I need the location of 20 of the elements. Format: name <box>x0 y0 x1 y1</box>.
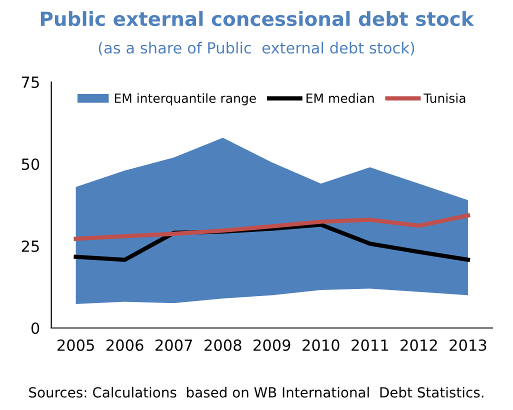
chart-subtitle: (as a share of Public external debt stock) <box>98 42 414 56</box>
x-tick-label: 2010 <box>302 339 340 351</box>
y-tick-label: 25 <box>22 240 39 252</box>
legend-label: EM interquantile range <box>114 93 256 106</box>
x-tick-label: 2006 <box>106 339 144 351</box>
x-tick-label: 2005 <box>57 339 94 351</box>
x-tick-label: 2009 <box>254 339 290 351</box>
chart-title: Public external concessional debt stock <box>40 11 474 26</box>
y-tick-label: 75 <box>22 76 39 88</box>
legend-label: Tunisia <box>424 93 466 103</box>
y-tick-label: 0 <box>31 322 40 334</box>
x-tick-label: 2013 <box>450 339 486 351</box>
x-tick-label: 2008 <box>204 339 242 351</box>
x-tick-label: 2007 <box>156 339 192 351</box>
x-tick-label: 2011 <box>352 339 388 351</box>
legend-label: EM median <box>306 93 374 103</box>
x-tick-label: 2012 <box>400 339 437 351</box>
line-series <box>74 213 470 241</box>
source-note: Sources: Calculations based on WB International Debt Statistics. <box>29 386 484 398</box>
y-tick-label: 50 <box>22 158 40 170</box>
